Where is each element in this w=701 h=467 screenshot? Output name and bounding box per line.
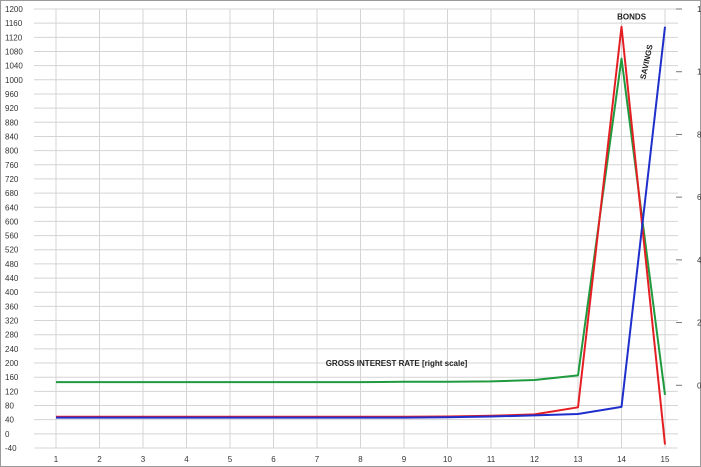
y-tick-label: 1080: [5, 47, 23, 56]
y-tick-label: 0: [5, 430, 10, 439]
y-tick-label: 40: [5, 416, 14, 425]
y-tick-label: 280: [5, 331, 19, 340]
x-tick-label: 2: [97, 455, 102, 464]
y-tick-label: 680: [5, 189, 19, 198]
right-tick-label: 10: [697, 68, 701, 77]
y-tick-label: 240: [5, 345, 19, 354]
series-line-1: [56, 57, 666, 396]
series-line-3: [56, 26, 666, 419]
x-tick-label: 7: [315, 455, 320, 464]
y-tick-label: 1000: [5, 76, 23, 85]
y-tick-label: 800: [5, 147, 19, 156]
gridlines: [34, 8, 678, 449]
series-lines: [56, 25, 666, 445]
x-tick-label: 8: [358, 455, 363, 464]
y-axis-tick-labels: -40 0 40 80 120 160 200 240 280 320 360 400 440 480 52…: [5, 5, 23, 453]
x-tick-label: 5: [228, 455, 233, 464]
y-tick-label: 720: [5, 175, 19, 184]
annotation-label: BONDS: [617, 13, 647, 22]
x-axis-tick-labels: 1 2 3 4 5 6 7 8 9 10 11 12 13 14 15: [54, 455, 670, 464]
annotation-label: SAVINGS: [639, 43, 655, 80]
annotation-label: GROSS INTEREST RATE [right scale]: [326, 359, 468, 368]
x-tick-label: 3: [141, 455, 146, 464]
x-tick-label: 4: [184, 455, 189, 464]
y-tick-label: 560: [5, 232, 19, 241]
y-tick-label: 920: [5, 104, 19, 113]
x-tick-label: 6: [271, 455, 276, 464]
x-tick-label: 1: [54, 455, 59, 464]
y-tick-label: 1040: [5, 62, 23, 71]
y-tick-label: 960: [5, 90, 19, 99]
right-tick-label: 0: [697, 381, 701, 390]
right-tick-label: 8: [697, 130, 701, 139]
x-tick-label: 9: [402, 455, 407, 464]
y-tick-label: 1160: [5, 19, 23, 28]
right-axis-tick-labels: 0 2 4 6 8 10 12: [676, 5, 701, 390]
y-tick-label: 160: [5, 373, 19, 382]
y-tick-label: 520: [5, 246, 19, 255]
y-tick-label: 120: [5, 387, 19, 396]
x-tick-label: 12: [530, 455, 539, 464]
y-tick-label: 440: [5, 274, 19, 283]
right-tick-label: 4: [697, 256, 701, 265]
right-tick-label: 6: [697, 193, 701, 202]
y-tick-label: 80: [5, 402, 14, 411]
right-tick-label: 2: [697, 319, 701, 328]
y-tick-label: -40: [5, 444, 17, 453]
y-tick-label: 1200: [5, 5, 23, 14]
y-tick-label: 760: [5, 161, 19, 170]
y-tick-label: 400: [5, 288, 19, 297]
y-tick-label: 640: [5, 203, 19, 212]
x-tick-label: 15: [661, 455, 670, 464]
x-tick-label: 10: [443, 455, 452, 464]
x-tick-label: 11: [487, 455, 496, 464]
y-tick-label: 320: [5, 317, 19, 326]
y-tick-label: 880: [5, 118, 19, 127]
y-tick-label: 200: [5, 359, 19, 368]
y-tick-label: 840: [5, 132, 19, 141]
x-tick-label: 14: [617, 455, 626, 464]
y-tick-label: 600: [5, 217, 19, 226]
y-tick-label: 480: [5, 260, 19, 269]
y-tick-label: 1120: [5, 33, 23, 42]
right-tick-label: 12: [697, 5, 701, 14]
x-tick-label: 13: [574, 455, 583, 464]
y-tick-label: 360: [5, 302, 19, 311]
